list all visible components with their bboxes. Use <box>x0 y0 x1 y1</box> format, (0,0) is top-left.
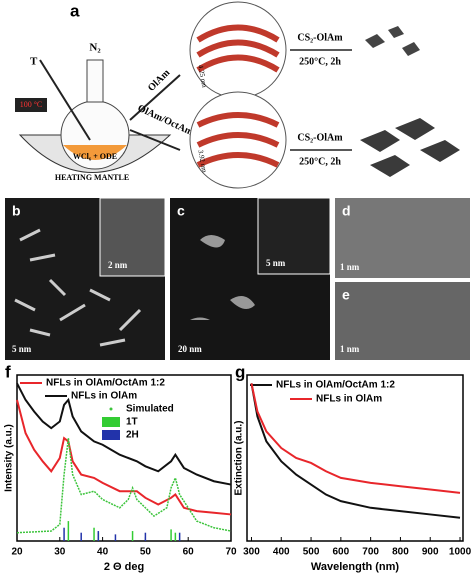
series-line <box>16 382 232 486</box>
panel-label: c <box>177 203 185 219</box>
gas-label: N₂ <box>89 42 101 54</box>
x-axis-label: 2 Θ deg <box>104 561 144 573</box>
temperature: 100 °C <box>20 100 43 109</box>
legend-label: NFLs in OlAm/OctAm 1:2 <box>46 378 165 389</box>
reagent: CS₂-OlAm <box>297 32 343 43</box>
inset <box>257 197 331 275</box>
x-tick-label: 20 <box>11 547 23 558</box>
x-tick-label: 500 <box>303 547 320 558</box>
route-label: OlAm <box>146 67 173 94</box>
legend-swatch <box>109 407 113 411</box>
mantle-label: HEATING MANTLE <box>55 173 129 182</box>
x-tick-label: 70 <box>225 547 237 558</box>
panel-label: f <box>5 362 11 381</box>
x-tick-label: 40 <box>97 547 109 558</box>
x-tick-label: 900 <box>422 547 439 558</box>
condition: 250°C, 2h <box>299 56 341 67</box>
reagent: CS₂-OlAm <box>297 132 343 143</box>
legend-swatch <box>102 430 120 440</box>
texture <box>14 228 142 347</box>
scale-bar: 1 nm <box>340 262 360 272</box>
legend-label: 2H <box>126 430 139 441</box>
x-tick-label: 1000 <box>449 547 472 558</box>
legend-label: NFLs in OlAm <box>71 391 137 402</box>
legend-label: Simulated <box>126 404 174 415</box>
micrograph <box>335 282 470 360</box>
inset <box>99 197 166 277</box>
scale-bar: 5 nm <box>266 258 286 268</box>
series-line <box>250 383 461 494</box>
x-tick-label: 400 <box>273 547 290 558</box>
product <box>360 118 460 177</box>
spacing: 4.25 nm <box>196 64 208 89</box>
condition: 250°C, 2h <box>299 156 341 167</box>
scale-bar: 20 nm <box>178 344 202 354</box>
micrograph <box>335 198 470 278</box>
x-axis-label: Wavelength (nm) <box>311 561 400 573</box>
panel-label: e <box>342 287 350 303</box>
thermometer <box>39 59 91 141</box>
x-tick-label: 600 <box>333 547 350 558</box>
controller <box>15 98 47 112</box>
thermo-label: T <box>30 56 38 68</box>
legend-label: NFLs in OlAm/OctAm 1:2 <box>276 380 395 391</box>
x-tick-label: 60 <box>183 547 195 558</box>
plot-frame <box>246 374 464 542</box>
arrow <box>129 74 181 121</box>
plot-frame <box>16 374 232 542</box>
neck <box>86 59 104 103</box>
arrow <box>129 129 181 151</box>
x-tick-label: 30 <box>54 547 66 558</box>
y-axis-label: Extinction (a.u.) <box>234 421 245 496</box>
x-tick-label: 700 <box>362 547 379 558</box>
legend-swatch <box>102 417 120 427</box>
x-tick-label: 50 <box>140 547 152 558</box>
product <box>365 26 420 56</box>
spacing: 3.92 nm <box>196 149 208 174</box>
scale-bar: 1 nm <box>340 344 360 354</box>
scale-bar: 2 nm <box>108 260 128 270</box>
panel-label: b <box>12 203 21 219</box>
y-axis-label: Intensity (a.u.) <box>4 424 15 492</box>
texture <box>190 235 255 320</box>
flask-label: WCl₆ + ODE <box>73 152 117 161</box>
series-line <box>16 437 232 534</box>
panel-label: a <box>70 1 80 20</box>
layers <box>196 24 280 73</box>
series-line <box>250 383 461 519</box>
panel-label: g <box>235 362 245 381</box>
layers <box>196 112 280 168</box>
scale-bar: 5 nm <box>12 344 32 354</box>
legend-label: 1T <box>126 417 138 428</box>
solution <box>63 145 127 160</box>
x-tick-label: 800 <box>392 547 409 558</box>
route-label: OlAm/OctAm <box>136 103 196 139</box>
panel-label: d <box>342 203 351 219</box>
legend-label: NFLs in OlAm <box>316 394 382 405</box>
x-tick-label: 300 <box>243 547 260 558</box>
series-line <box>16 399 232 516</box>
